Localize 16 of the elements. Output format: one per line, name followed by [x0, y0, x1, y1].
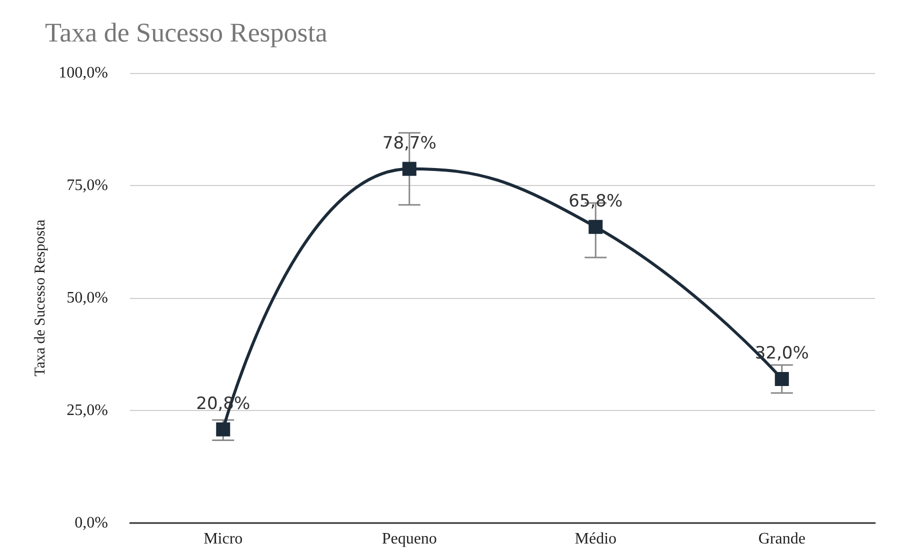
y-tick-label: 50,0% — [66, 290, 108, 306]
y-axis-title: Taxa de Sucesso Resposta — [32, 219, 48, 376]
chart-title: Taxa de Sucesso Resposta — [45, 18, 328, 48]
point — [402, 162, 416, 176]
x-tick-label: Micro — [204, 530, 243, 548]
y-tick-label: 25,0% — [66, 402, 108, 419]
x-tick-label: Pequeno — [382, 530, 437, 548]
x-tick-label: Grande — [758, 530, 806, 548]
point — [588, 220, 603, 234]
y-tick-label: 0,0% — [74, 514, 108, 532]
data-label: 65,8% — [568, 191, 623, 212]
x-tick-label: Médio — [574, 530, 617, 548]
y-tick-label: 75,0% — [66, 177, 108, 194]
y-tick-label: 100,0% — [58, 64, 108, 82]
point — [216, 422, 230, 436]
point — [774, 372, 789, 386]
